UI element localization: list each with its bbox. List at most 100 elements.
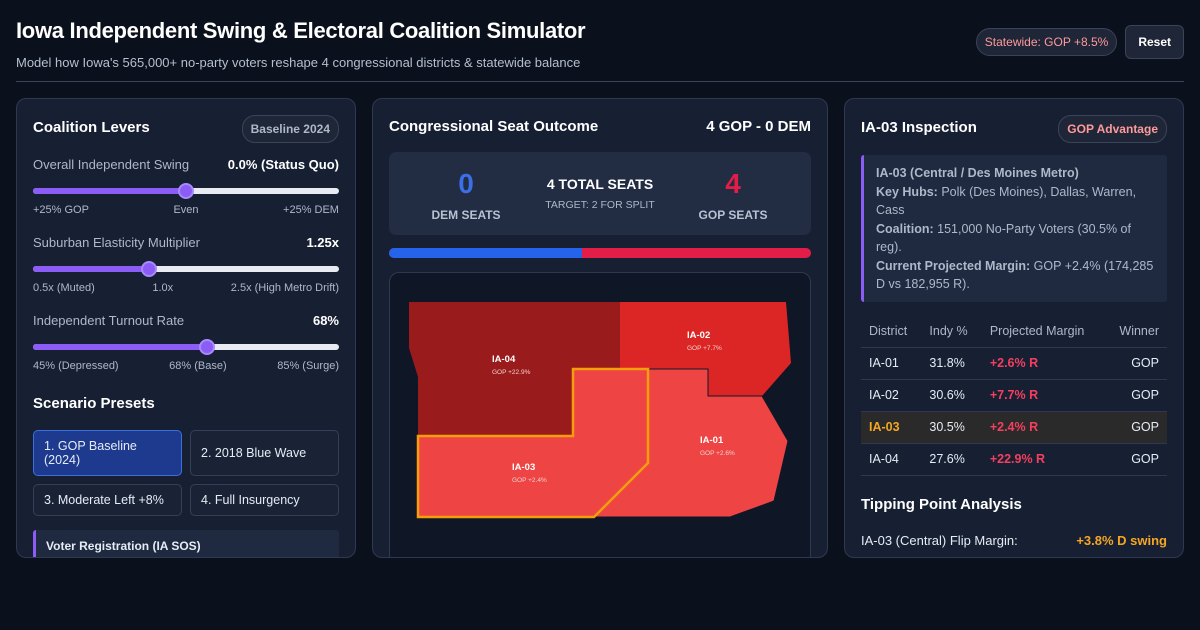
coalition-label: Coalition:	[876, 221, 934, 236]
swing-slider[interactable]	[33, 183, 339, 199]
district-callout: IA-03 (Central / Des Moines Metro) Key H…	[861, 155, 1167, 302]
page-title: Iowa Independent Swing & Electoral Coali…	[16, 18, 586, 43]
district-ia-03[interactable]	[416, 367, 650, 519]
dem-count: 0	[458, 168, 474, 199]
map-margin-ia-02: GOP +7.7%	[687, 345, 722, 352]
table-row[interactable]: IA-04 27.6% +22.9% R GOP	[861, 443, 1167, 476]
dem-share-fill	[389, 248, 582, 258]
district-ia-02[interactable]	[620, 302, 791, 396]
turnout-slider[interactable]	[33, 339, 339, 355]
indy-cell: 30.5%	[921, 411, 982, 444]
margin-cell: +2.6% R	[981, 347, 1105, 380]
preset-full-insurgency-button[interactable]: 4. Full Insurgency	[190, 484, 339, 516]
lever-suburban-elasticity: Suburban Elasticity Multiplier 1.25x 0.5…	[33, 235, 339, 294]
margin-label: Current Projected Margin:	[876, 258, 1031, 273]
slider-fill	[33, 188, 186, 194]
page-header: Iowa Independent Swing & Electoral Coali…	[16, 18, 1184, 82]
callout-title: IA-03 (Central / Des Moines Metro)	[876, 166, 1079, 180]
map-label-ia-04: IA-04	[492, 354, 516, 365]
tick-label: 1.0x	[152, 282, 174, 294]
preset-moderate-left-button[interactable]: 3. Moderate Left +8%	[33, 484, 182, 516]
table-row[interactable]: IA-01 31.8% +2.6% R GOP	[861, 347, 1167, 380]
flip-margin-label: IA-03 (Central) Flip Margin:	[861, 533, 1018, 548]
flip-margin-value: +3.8% D swing	[1076, 533, 1167, 548]
coalition-value: 151,000 No-Party Voters (30.5% of reg).	[876, 221, 1131, 255]
header-actions: Statewide: GOP +8.5% Reset	[975, 25, 1184, 59]
district-ia-04[interactable]	[409, 302, 620, 436]
tipping-point-row: IA-03 (Central) Flip Margin: +3.8% D swi…	[861, 533, 1167, 548]
baseline-badge: Baseline 2024	[241, 115, 339, 143]
slider-thumb[interactable]	[199, 339, 216, 355]
margin-line: Current Projected Margin: GOP +2.4% (174…	[876, 257, 1155, 294]
lever-value: 68%	[312, 313, 339, 328]
map-margin-ia-03: GOP +2.4%	[512, 477, 547, 484]
column-header: Winner	[1105, 316, 1167, 348]
winner-cell: GOP	[1105, 411, 1167, 444]
gop-label: GOP SEATS	[698, 208, 768, 222]
district-cell: IA-01	[861, 347, 922, 380]
lever-value: 0.0% (Status Quo)	[227, 157, 339, 172]
lever-label: Suburban Elasticity Multiplier	[33, 235, 200, 250]
tick-label: +25% GOP	[33, 204, 89, 216]
statewide-margin-badge: Statewide: GOP +8.5%	[975, 28, 1118, 56]
total-seats-label: 4 TOTAL SEATS	[546, 176, 654, 192]
column-header: District	[861, 316, 922, 348]
iowa-district-map: IA-04 GOP +22.9% IA-02 GOP +7.7% IA-03 G…	[409, 302, 791, 519]
tick-label: +25% DEM	[283, 204, 339, 216]
map-label-ia-03: IA-03	[512, 462, 535, 473]
winner-cell: GOP	[1105, 443, 1167, 476]
preset-gop-baseline-button[interactable]: 1. GOP Baseline (2024)	[33, 430, 182, 476]
margin-cell: +2.4% R	[981, 411, 1105, 444]
margin-cell: +22.9% R	[981, 443, 1105, 476]
table-row-selected[interactable]: IA-03 30.5% +2.4% R GOP	[861, 411, 1167, 444]
lever-independent-swing: Overall Independent Swing 0.0% (Status Q…	[33, 157, 339, 216]
slider-thumb[interactable]	[141, 261, 158, 277]
tick-label: Even	[173, 204, 199, 216]
registration-note: Voter Registration (IA SOS)	[33, 530, 339, 557]
district-cell: IA-02	[861, 379, 922, 412]
gop-count: 4	[725, 168, 741, 199]
slider-fill	[33, 344, 208, 350]
winner-cell: GOP	[1105, 347, 1167, 380]
seat-count-box: 0 DEM SEATS 4 TOTAL SEATS TARGET: 2 FOR …	[389, 152, 811, 235]
tipping-point-title: Tipping Point Analysis	[861, 496, 1022, 513]
levers-title: Coalition Levers	[33, 119, 150, 136]
seat-balance-bar	[389, 248, 811, 258]
inspection-title: IA-03 Inspection	[861, 119, 977, 136]
key-hubs-line: Key Hubs: Polk (Des Moines), Dallas, War…	[876, 183, 1155, 220]
lever-turnout-rate: Independent Turnout Rate 68% 45% (Depres…	[33, 313, 339, 372]
lever-label: Overall Independent Swing	[33, 157, 190, 172]
margin-cell: +7.7% R	[981, 379, 1105, 412]
table-row[interactable]: IA-02 30.6% +7.7% R GOP	[861, 379, 1167, 412]
seat-outcome-panel: Congressional Seat Outcome 4 GOP - 0 DEM…	[372, 98, 828, 558]
tick-label: 68% (Base)	[169, 360, 227, 372]
dem-label: DEM SEATS	[431, 208, 501, 222]
tick-label: 0.5x (Muted)	[33, 282, 95, 294]
district-cell: IA-03	[861, 411, 922, 444]
column-header: Indy %	[921, 316, 982, 348]
coalition-line: Coalition: 151,000 No-Party Voters (30.5…	[876, 220, 1155, 257]
presets-title: Scenario Presets	[33, 395, 155, 412]
gop-seat-count: 4 GOP SEATS	[679, 168, 787, 222]
advantage-badge: GOP Advantage	[1058, 115, 1167, 143]
page-subtitle: Model how Iowa's 565,000+ no-party voter…	[16, 55, 581, 70]
margin-value: GOP +2.4% (174,285 D vs 182,955 R).	[876, 258, 1154, 292]
key-hubs-label: Key Hubs:	[876, 184, 938, 199]
district-table: District Indy % Projected Margin Winner …	[861, 316, 1167, 476]
key-hubs-value: Polk (Des Moines), Dallas, Warren, Cass	[876, 184, 1137, 218]
map-margin-ia-01: GOP +2.6%	[700, 450, 735, 457]
district-map: IA-04 GOP +22.9% IA-02 GOP +7.7% IA-03 G…	[389, 272, 811, 557]
winner-cell: GOP	[1105, 379, 1167, 412]
elasticity-slider[interactable]	[33, 261, 339, 277]
district-inspection-panel: IA-03 Inspection GOP Advantage IA-03 (Ce…	[844, 98, 1184, 558]
map-label-ia-01: IA-01	[700, 435, 724, 446]
indy-cell: 30.6%	[921, 379, 982, 412]
tick-label: 2.5x (High Metro Drift)	[230, 282, 339, 294]
preset-blue-wave-button[interactable]: 2. 2018 Blue Wave	[190, 430, 339, 476]
dem-seat-count: 0 DEM SEATS	[412, 168, 520, 222]
lever-value: 1.25x	[306, 235, 339, 250]
reset-button[interactable]: Reset	[1125, 25, 1184, 59]
slider-thumb[interactable]	[178, 183, 194, 199]
split-target: TARGET: 2 FOR SPLIT	[545, 199, 655, 211]
